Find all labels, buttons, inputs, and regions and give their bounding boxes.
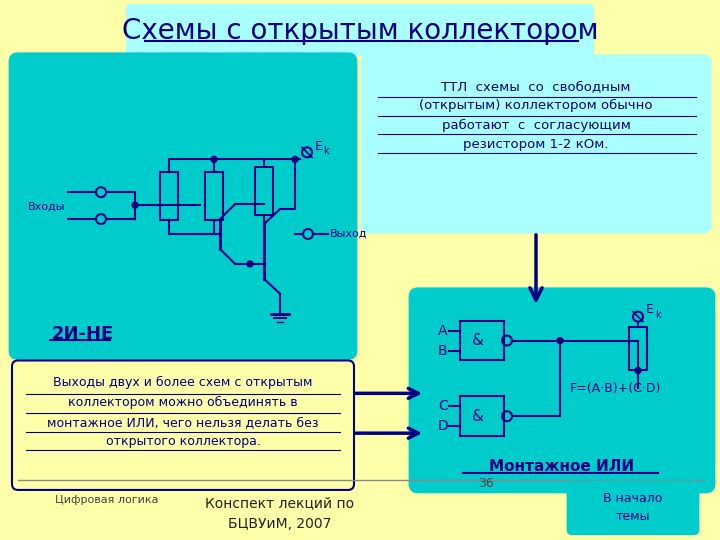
Circle shape: [635, 367, 641, 374]
Text: В начало
темы: В начало темы: [603, 492, 662, 523]
FancyBboxPatch shape: [12, 361, 354, 490]
Text: B: B: [438, 343, 448, 357]
Circle shape: [557, 338, 563, 343]
Bar: [160, 172, 178, 220]
Text: A: A: [438, 323, 448, 338]
Text: Входы: Входы: [28, 202, 66, 212]
Text: E: E: [646, 303, 654, 316]
Text: ТТЛ  схемы  со  свободным
(открытым) коллектором обычно
работают  с  согласующим: ТТЛ схемы со свободным (открытым) коллек…: [419, 80, 653, 151]
Text: Выходы двух и более схем с открытым
коллектором можно объединять в
монтажное ИЛИ: Выходы двух и более схем с открытым колл…: [48, 376, 319, 448]
Text: Выход: Выход: [330, 229, 367, 239]
Text: &: &: [472, 409, 484, 424]
Bar: [205, 172, 223, 220]
Text: &: &: [472, 333, 484, 348]
FancyBboxPatch shape: [410, 289, 714, 492]
Text: k: k: [655, 309, 661, 320]
Circle shape: [292, 157, 298, 163]
Bar: [460, 396, 504, 436]
Bar: [255, 167, 273, 215]
FancyBboxPatch shape: [362, 56, 710, 232]
Text: Монтажное ИЛИ: Монтажное ИЛИ: [490, 458, 634, 474]
FancyBboxPatch shape: [10, 54, 356, 359]
Circle shape: [247, 261, 253, 267]
FancyBboxPatch shape: [568, 482, 698, 534]
Bar: [460, 321, 504, 361]
Text: C: C: [438, 399, 448, 413]
Text: k: k: [323, 146, 328, 157]
Circle shape: [211, 157, 217, 163]
Circle shape: [132, 202, 138, 208]
Text: Схемы с открытым коллектором: Схемы с открытым коллектором: [122, 17, 598, 45]
Text: Конспект лекций по
БЦВУиМ, 2007: Конспект лекций по БЦВУиМ, 2007: [205, 496, 354, 530]
Text: E: E: [315, 140, 323, 153]
Bar: [629, 327, 647, 370]
FancyBboxPatch shape: [126, 4, 594, 56]
Text: 2И-НЕ: 2И-НЕ: [52, 325, 114, 342]
Text: D: D: [438, 419, 449, 433]
Text: 36: 36: [478, 477, 494, 490]
Text: F=(A·B)+(C·D): F=(A·B)+(C·D): [570, 382, 662, 395]
Text: Цифровая логика: Цифровая логика: [55, 495, 158, 505]
